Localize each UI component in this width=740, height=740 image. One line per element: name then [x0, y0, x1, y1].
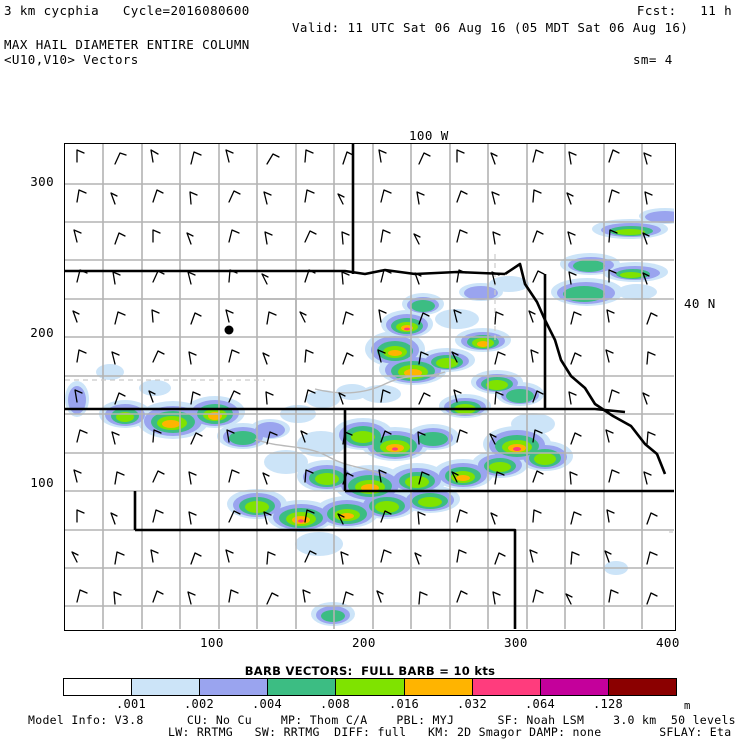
- colorbar-title: BARB VECTORS: FULL BARB = 10 kts: [244, 664, 496, 678]
- colorbar[interactable]: [63, 678, 677, 696]
- x-tick-300: 300: [504, 635, 528, 650]
- x-tick-400: 400: [656, 635, 680, 650]
- colorbar-band-5: [404, 679, 473, 695]
- model-title: 3 km cycphia Cycle=2016080600: [4, 3, 250, 18]
- colorbar-band-0: [64, 679, 133, 695]
- hail-contour-field: [65, 208, 674, 626]
- colorbar-tick-3: .008: [319, 697, 351, 711]
- x-tick-200: 200: [352, 635, 376, 650]
- colorbar-band-8: [608, 679, 676, 695]
- colorbar-tick-1: .002: [183, 697, 215, 711]
- longitude-label: 100 W: [409, 128, 449, 143]
- station-marker[interactable]: [224, 325, 234, 335]
- colorbar-band-2: [200, 679, 269, 695]
- latitude-label: 40 N: [684, 296, 716, 311]
- colorbar-tick-7: .128: [592, 697, 624, 711]
- model-info-row1: Model Info: V3.8 CU: No Cu MP: Thom C/A …: [28, 713, 740, 727]
- vector-label: <U10,V10> Vectors: [4, 52, 139, 67]
- wind-barb-field: [71, 149, 658, 605]
- colorbar-unit: m: [684, 700, 691, 712]
- model-info-row2: LW: RRTMG SW: RRTMG DIFF: full KM: 2D Sm…: [168, 725, 732, 739]
- river-line: [254, 371, 446, 477]
- colorbar-band-4: [336, 679, 405, 695]
- colorbar-tick-5: .032: [456, 697, 488, 711]
- map-canvas: [65, 144, 674, 629]
- y-tick-200: 200: [30, 325, 54, 340]
- colorbar-band-6: [472, 679, 541, 695]
- smoothing-label: sm= 4: [633, 52, 673, 67]
- colorbar-band-7: [540, 679, 609, 695]
- state-borders: [65, 144, 674, 629]
- forecast-hour: Fcst: 11 h: [636, 3, 732, 18]
- colorbar-tick-4: .016: [388, 697, 420, 711]
- colorbar-band-1: [132, 679, 201, 695]
- y-tick-300: 300: [30, 174, 54, 189]
- valid-time: Valid: 11 UTC Sat 06 Aug 16 (05 MDT Sat …: [292, 20, 689, 35]
- map-plot-area[interactable]: [64, 143, 676, 631]
- colorbar-band-3: [268, 679, 337, 695]
- colorbar-tick-2: .004: [251, 697, 283, 711]
- colorbar-tick-0: .001: [115, 697, 147, 711]
- colorbar-tick-6: .064: [524, 697, 556, 711]
- x-tick-100: 100: [200, 635, 224, 650]
- y-tick-100: 100: [30, 475, 54, 490]
- field-name: MAX HAIL DIAMETER ENTIRE COLUMN: [4, 37, 250, 52]
